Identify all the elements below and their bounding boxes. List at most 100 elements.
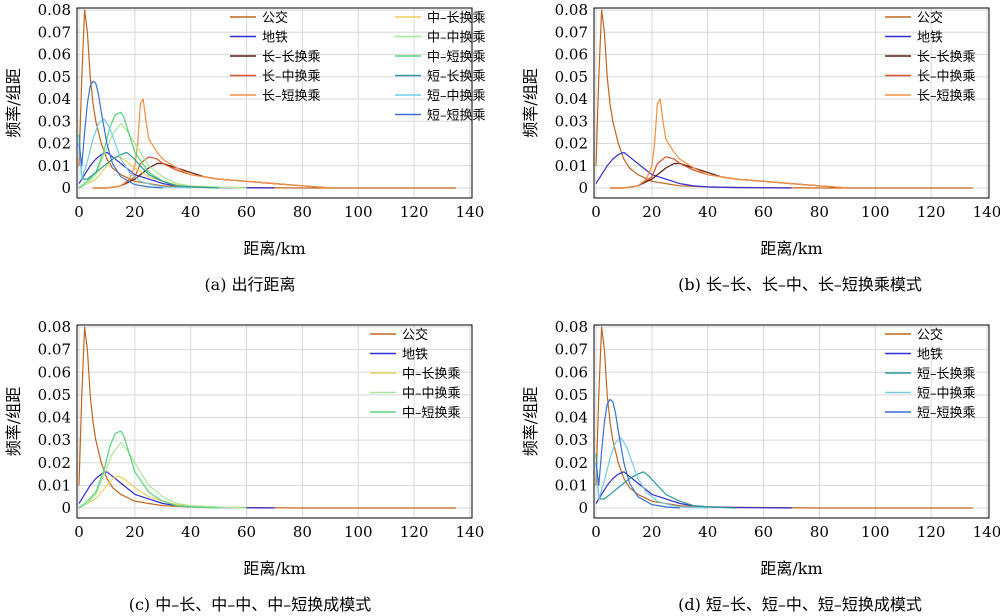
- x-tick-label: 140: [973, 523, 1000, 541]
- panel-caption: (b) 长–长、长–中、长–短换乘模式: [678, 275, 922, 294]
- y-axis-label: 频率/组距: [4, 387, 23, 456]
- x-tick-label: 100: [344, 523, 373, 541]
- legend-entry: 中–长换乘: [402, 367, 461, 382]
- x-tick-label: 140: [456, 203, 485, 221]
- chart-panel-c: 0 0.01 0.02 0.03 0.04 0.05 0.06 0.07 0.08 0 20 40 60…: [4, 318, 484, 614]
- legend-entry: 短–长换乘: [917, 367, 976, 382]
- x-tick-label: 80: [293, 203, 312, 221]
- x-tick-label: 120: [400, 523, 429, 541]
- x-tick-label: 20: [642, 523, 661, 541]
- x-tick-label: 0: [591, 203, 601, 221]
- y-axis-label: 频率/组距: [521, 387, 540, 456]
- series-line-0: [78, 326, 456, 509]
- plot-frame: [76, 324, 473, 519]
- legend-entry: 长–长换乘: [917, 50, 976, 65]
- y-tick-label: 0.02: [555, 135, 588, 153]
- x-tick-label: 60: [237, 203, 256, 221]
- legend-entry: 中–中换乘: [427, 31, 486, 46]
- y-tick-label: 0.04: [555, 409, 588, 427]
- x-tick-label: 120: [917, 203, 946, 221]
- y-tick-label: 0.07: [555, 341, 588, 359]
- plot-frame: [593, 7, 990, 199]
- legend-entry: 公交: [917, 10, 943, 26]
- series-line-1: [595, 151, 792, 189]
- y-tick-label: 0.07: [555, 23, 588, 41]
- series-line-4: [610, 98, 848, 189]
- y-tick-label: 0.08: [555, 318, 588, 336]
- x-tick-label: 100: [344, 203, 373, 221]
- x-tick-label: 40: [698, 203, 717, 221]
- y-tick-label: 0.03: [555, 431, 588, 449]
- series-line-4: [93, 98, 331, 189]
- y-tick-label: 0.02: [555, 454, 588, 472]
- x-tick-label: 0: [74, 203, 84, 221]
- series-line-4: [595, 398, 680, 509]
- legend-entry: 短–短换乘: [427, 109, 486, 124]
- y-tick-label: 0.05: [38, 386, 71, 404]
- legend-entry: 地铁: [402, 348, 428, 363]
- y-tick-label: 0.03: [555, 112, 588, 130]
- panel-caption: (a) 出行距离: [204, 275, 295, 294]
- x-tick-label: 0: [74, 523, 84, 541]
- x-tick-label: 60: [754, 203, 773, 221]
- legend-entry: 地铁: [262, 31, 288, 46]
- y-tick-label: 0.02: [38, 454, 71, 472]
- y-tick-label: 0.06: [555, 363, 588, 381]
- y-axis-label: 频率/组距: [4, 68, 23, 137]
- x-axis-label: 距离/km: [760, 239, 822, 258]
- x-tick-label: 20: [125, 523, 144, 541]
- legend-entry: 长–短换乘: [917, 89, 976, 104]
- legend-entry: 中–长换乘: [427, 11, 486, 26]
- y-tick-label: 0.05: [555, 68, 588, 86]
- x-tick-label: 120: [917, 523, 946, 541]
- legend-entry: 长–中换乘: [917, 70, 976, 85]
- legend-entry: 中–短换乘: [402, 406, 461, 421]
- y-tick-label: 0.04: [38, 409, 71, 427]
- y-tick-label: 0.04: [555, 90, 588, 108]
- legend-entry: 公交: [402, 327, 428, 343]
- y-tick-label: 0.04: [38, 90, 71, 108]
- legend-entry: 长–中换乘: [262, 70, 321, 85]
- y-tick-label: 0.07: [38, 23, 71, 41]
- y-tick-label: 0.06: [38, 46, 71, 64]
- x-tick-label: 0: [591, 523, 601, 541]
- x-axis-label: 距离/km: [243, 239, 305, 258]
- y-tick-label: 0.07: [38, 341, 71, 359]
- series-line-9: [78, 118, 191, 189]
- x-tick-label: 80: [810, 203, 829, 221]
- x-tick-label: 100: [861, 203, 890, 221]
- series-line-4: [78, 430, 219, 509]
- series-line-0: [595, 326, 973, 509]
- legend-entry: 长–长换乘: [262, 50, 321, 65]
- legend-entry: 长–短换乘: [262, 89, 321, 104]
- y-tick-label: 0: [61, 179, 71, 197]
- series-line-3: [78, 441, 247, 509]
- x-axis-label: 距离/km: [760, 559, 822, 578]
- y-tick-label: 0.08: [555, 1, 588, 19]
- x-tick-label: 40: [181, 523, 200, 541]
- y-tick-label: 0.01: [38, 476, 71, 494]
- y-tick-label: 0.05: [38, 68, 71, 86]
- legend-entry: 短–长换乘: [427, 70, 486, 85]
- series-line-8: [78, 134, 219, 189]
- x-tick-label: 20: [642, 203, 661, 221]
- x-tick-label: 40: [181, 203, 200, 221]
- y-tick-label: 0.06: [38, 363, 71, 381]
- legend-entry: 公交: [262, 10, 288, 26]
- legend-entry: 短–中换乘: [917, 387, 976, 402]
- y-tick-label: 0.03: [38, 112, 71, 130]
- legend-entry: 短–短换乘: [917, 406, 976, 421]
- series-line-3: [595, 437, 708, 509]
- legend-entry: 地铁: [917, 348, 943, 363]
- panel-caption: (c) 中–长、中–中、中–短换成模式: [129, 595, 372, 614]
- y-tick-label: 0: [578, 499, 588, 517]
- plot-frame: [76, 7, 473, 199]
- x-tick-label: 40: [698, 523, 717, 541]
- y-axis-label: 频率/组距: [521, 68, 540, 137]
- chart-panel-a: 0 0.01 0.02 0.03 0.04 0.05 0.06 0.07 0.08 0 20 40 60…: [4, 1, 486, 294]
